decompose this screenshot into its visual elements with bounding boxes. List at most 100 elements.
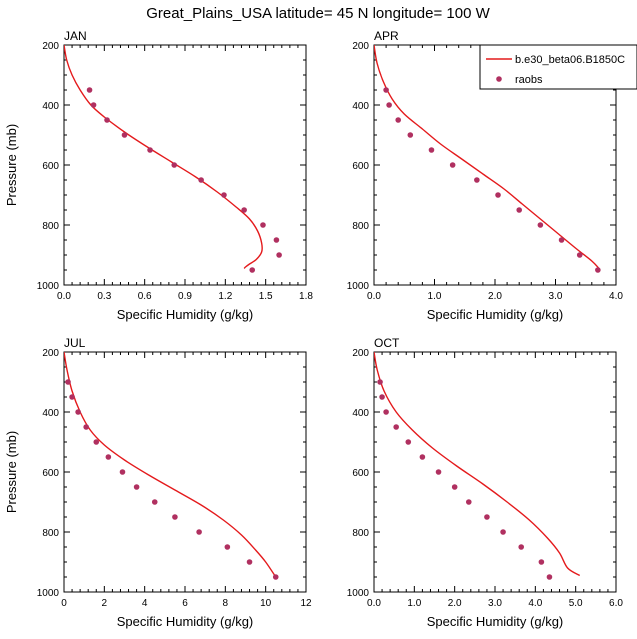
x-tick-label: 1.0 xyxy=(407,598,421,609)
x-tick-label: 3.0 xyxy=(488,598,502,609)
raobs-point xyxy=(221,192,227,198)
plot-frame-jan xyxy=(63,44,307,286)
raobs-point xyxy=(576,252,583,258)
raobs-point xyxy=(407,132,414,138)
raobs-point xyxy=(377,379,383,385)
x-tick-label: 12 xyxy=(300,598,312,609)
figure-title: Great_Plains_USA latitude= 45 N longitud… xyxy=(146,5,490,22)
x-tick-label: 4.0 xyxy=(609,291,623,302)
raobs-point xyxy=(451,484,458,490)
x-axis-label: Specific Humidity (g/kg) xyxy=(117,307,254,322)
y-tick-label: 200 xyxy=(42,348,59,359)
y-tick-label: 800 xyxy=(42,528,59,539)
raobs-point xyxy=(246,559,253,565)
x-tick-label: 0 xyxy=(61,598,67,609)
y-tick-label: 400 xyxy=(42,408,59,419)
legend-model-label: b.e30_beta06.B1850C xyxy=(515,54,625,66)
legend-dot-swatch xyxy=(496,76,502,82)
x-tick-label: 4 xyxy=(142,598,148,609)
y-tick-label: 200 xyxy=(352,41,369,52)
raobs-point xyxy=(90,102,97,108)
y-tick-label: 400 xyxy=(42,101,59,112)
x-axis-label: Specific Humidity (g/kg) xyxy=(427,307,564,322)
y-axis-label: Pressure (mb) xyxy=(4,124,19,206)
raobs-point xyxy=(224,544,231,550)
panel-label-oct: OCT xyxy=(374,336,400,350)
raobs-point xyxy=(393,424,399,430)
raobs-point xyxy=(537,222,544,228)
raobs-point xyxy=(395,117,402,123)
x-tick-label: 2.0 xyxy=(488,291,502,302)
raobs-point xyxy=(516,207,522,213)
x-axis-label: Specific Humidity (g/kg) xyxy=(427,614,564,629)
x-tick-label: 0.9 xyxy=(178,291,192,302)
y-tick-label: 400 xyxy=(352,408,369,419)
x-tick-label: 6.0 xyxy=(609,598,623,609)
model-line-oct xyxy=(374,352,581,577)
raobs-point xyxy=(104,117,110,123)
plot-frame-jul xyxy=(63,351,307,593)
x-tick-label: 2.0 xyxy=(448,598,462,609)
raobs-point xyxy=(558,237,565,243)
y-tick-label: 600 xyxy=(352,468,369,479)
raobs-point xyxy=(405,439,412,445)
x-tick-label: 8 xyxy=(223,598,229,609)
y-axis-label: Pressure (mb) xyxy=(4,431,19,513)
raobs-point xyxy=(500,529,506,535)
y-tick-label: 1000 xyxy=(37,588,60,599)
raobs-point xyxy=(93,439,100,445)
y-tick-label: 200 xyxy=(352,348,369,359)
y-tick-label: 1000 xyxy=(37,281,60,292)
x-tick-label: 4.0 xyxy=(528,598,542,609)
x-tick-label: 2 xyxy=(102,598,108,609)
raobs-point xyxy=(119,469,126,475)
y-tick-label: 400 xyxy=(352,101,369,112)
raobs-point xyxy=(147,147,153,153)
y-tick-label: 1000 xyxy=(347,588,370,599)
y-tick-label: 200 xyxy=(42,41,59,52)
raobs-point xyxy=(172,514,178,520)
plot-frame-oct xyxy=(373,351,617,593)
y-tick-label: 600 xyxy=(352,161,369,172)
model-line-jul xyxy=(64,352,277,578)
raobs-point xyxy=(272,574,279,580)
raobs-point xyxy=(383,409,389,415)
x-tick-label: 0.0 xyxy=(367,598,381,609)
legend-obs-label: raobs xyxy=(515,74,543,86)
raobs-point xyxy=(249,267,256,273)
x-tick-label: 10 xyxy=(260,598,272,609)
raobs-point xyxy=(383,87,389,93)
x-tick-label: 1.8 xyxy=(299,291,313,302)
raobs-point xyxy=(484,514,490,520)
raobs-point xyxy=(595,267,601,273)
raobs-point xyxy=(428,147,435,153)
panel-apr: APR 0.0 1.0 2.0 3.0 4.0 200 400 600 800 1000 Specif… xyxy=(347,29,637,322)
x-axis-label: Specific Humidity (g/kg) xyxy=(117,614,254,629)
x-tick-label: 1.5 xyxy=(259,291,273,302)
raobs-point xyxy=(546,574,553,580)
raobs-point xyxy=(196,529,202,535)
panel-oct: OCT 0.0 1.0 2.0 3.0 4.0 5.0 6.0 200 400 600 800 1000… xyxy=(347,336,624,629)
panel-label-apr: APR xyxy=(374,29,399,43)
raobs-point xyxy=(75,409,81,415)
legend-box xyxy=(479,44,637,90)
y-tick-label: 600 xyxy=(42,468,59,479)
raobs-point xyxy=(121,132,128,138)
raobs-point xyxy=(83,424,89,430)
raobs-point xyxy=(86,87,93,93)
x-tick-label: 0.3 xyxy=(97,291,111,302)
raobs-point xyxy=(474,177,480,183)
x-tick-label: 1.2 xyxy=(218,291,232,302)
raobs-point xyxy=(495,192,501,198)
raobs-point xyxy=(65,379,71,385)
raobs-point xyxy=(465,499,472,505)
raobs-point xyxy=(241,207,247,213)
y-tick-label: 800 xyxy=(352,221,369,232)
y-tick-label: 1000 xyxy=(347,281,370,292)
panel-jan: JAN 0.0 0.3 0.6 0.9 1.2 1.5 1.8 200 400 600 800 1000… xyxy=(4,29,313,322)
raobs-point xyxy=(379,394,385,400)
x-tick-label: 0.0 xyxy=(57,291,71,302)
y-tick-label: 800 xyxy=(352,528,369,539)
raobs-point xyxy=(69,394,75,400)
model-line-jan xyxy=(64,45,263,269)
